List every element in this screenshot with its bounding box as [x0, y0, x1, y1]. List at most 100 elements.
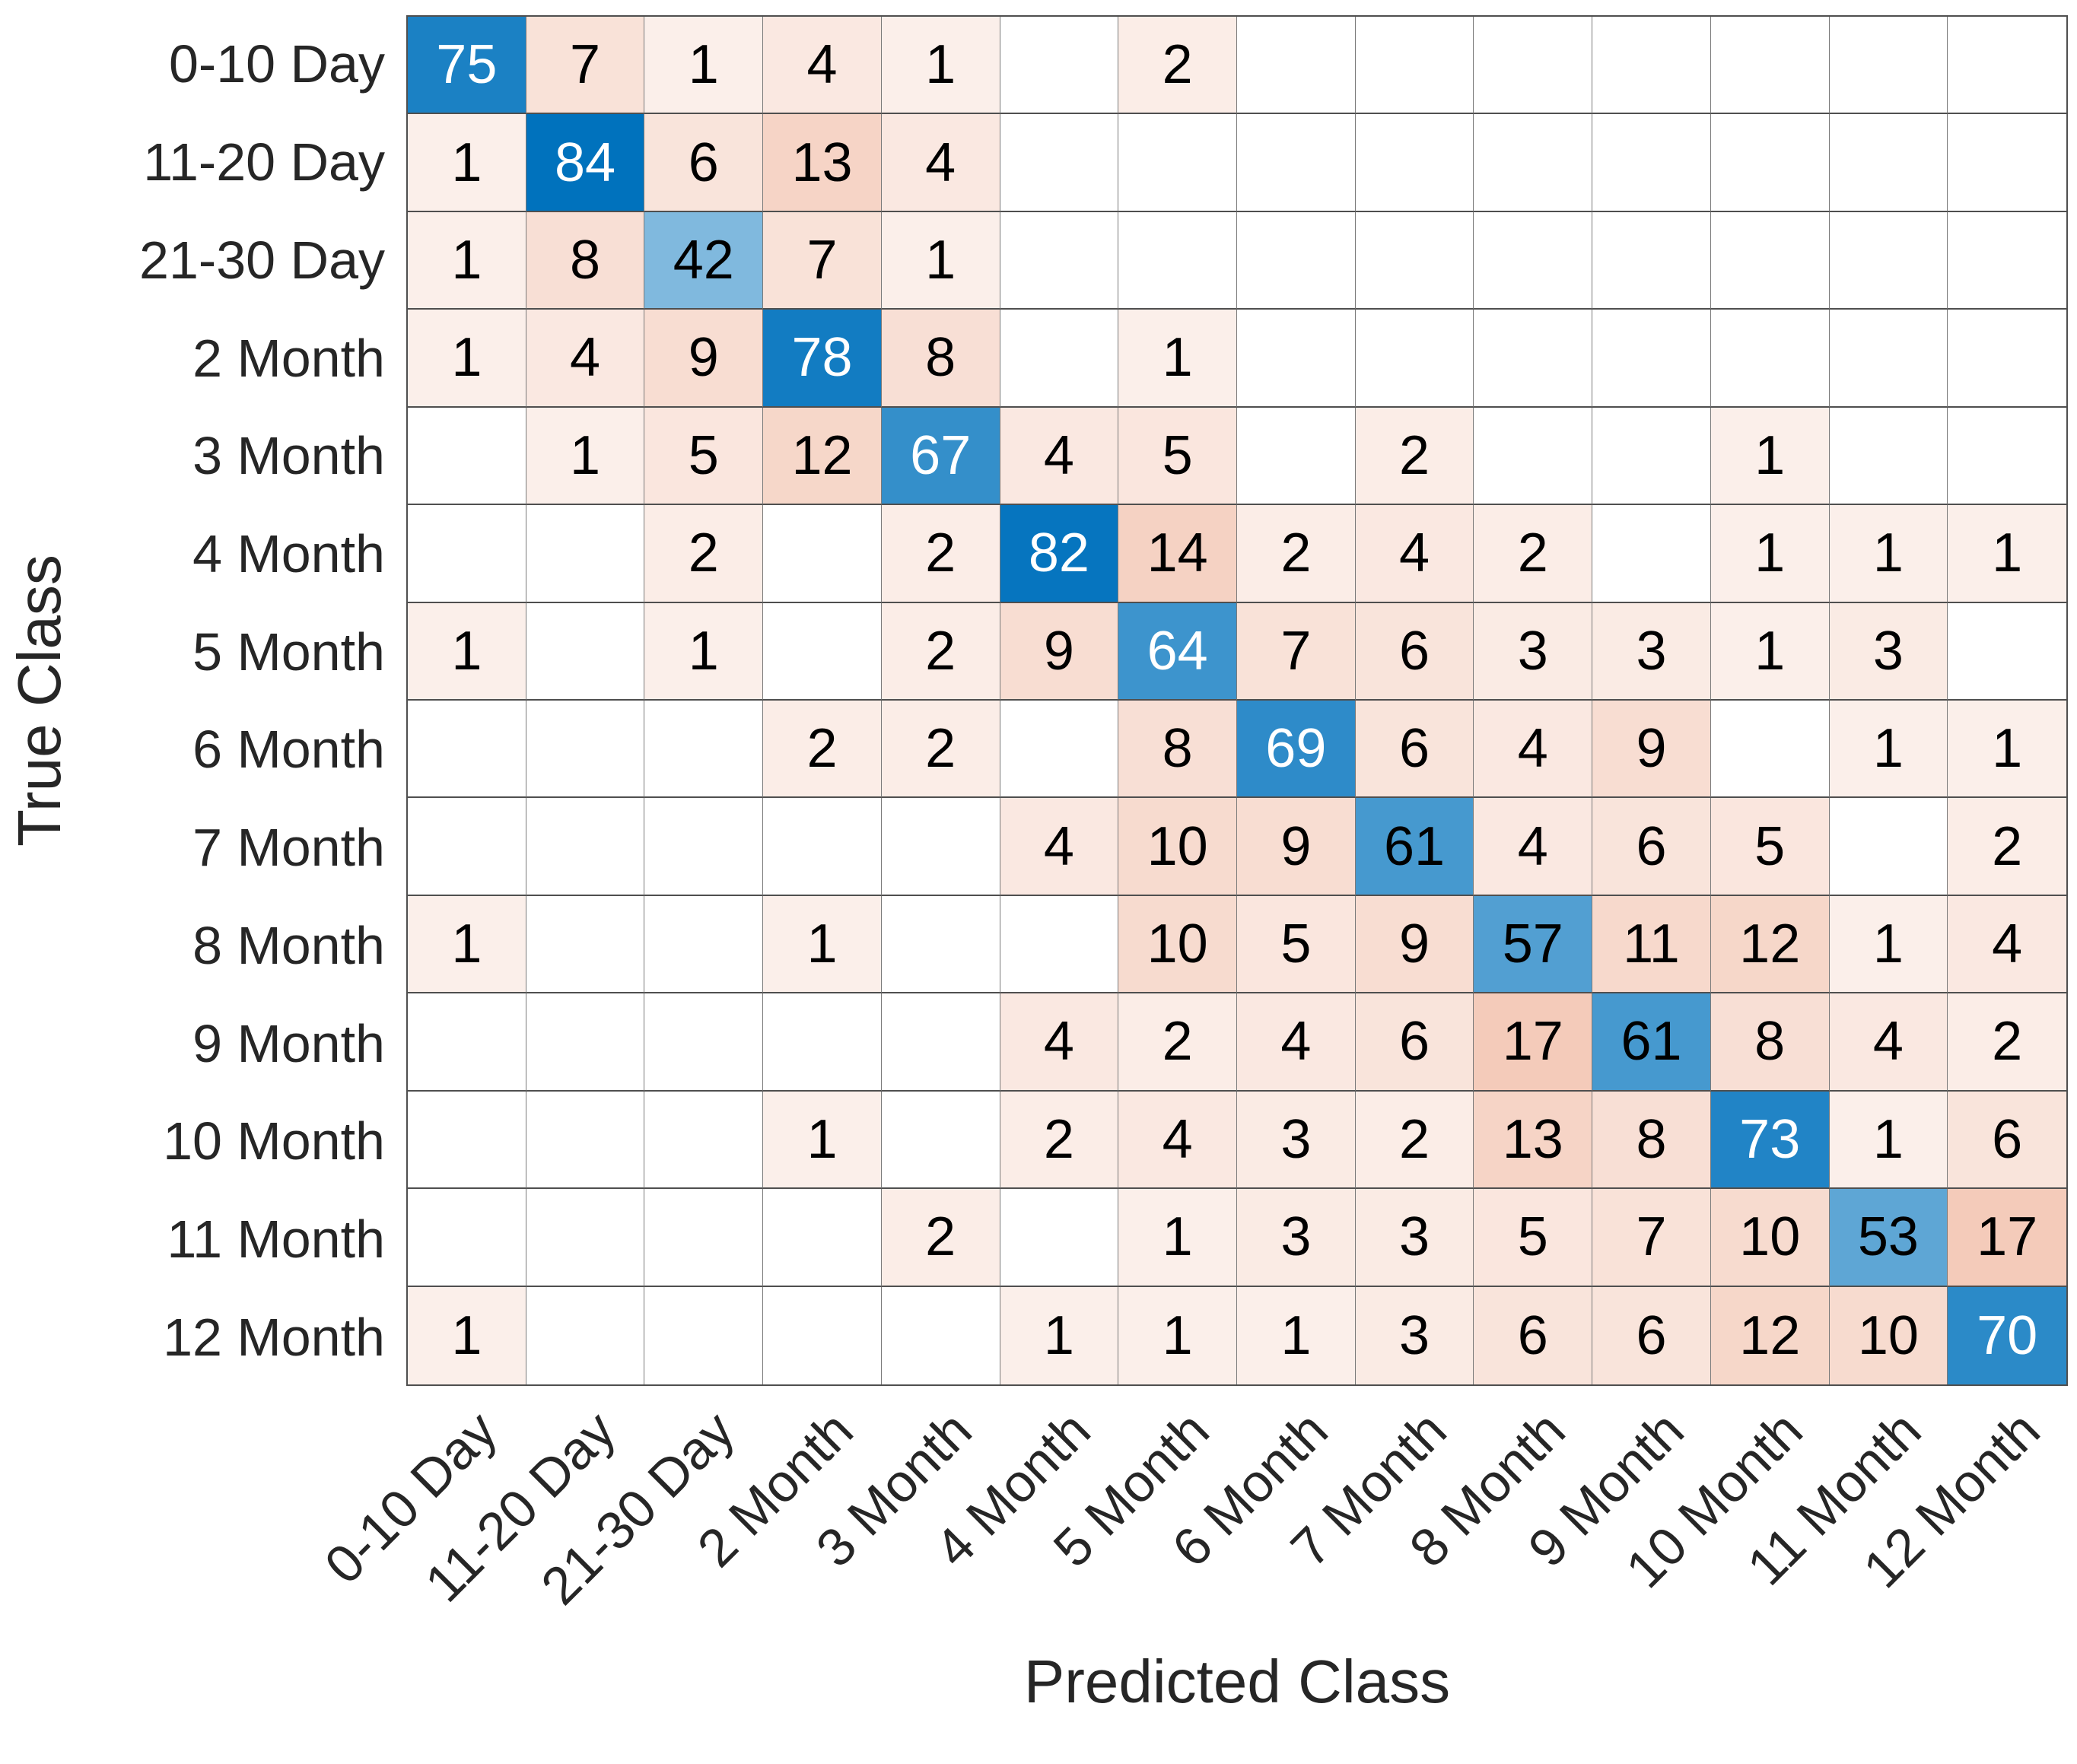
matrix-cell: 1	[644, 602, 764, 701]
y-tick-label: 7 Month	[192, 818, 385, 878]
matrix-cell: 2	[1118, 17, 1237, 115]
matrix-cell	[1000, 701, 1119, 799]
matrix-cell: 84	[526, 114, 645, 212]
matrix-cell: 1	[408, 114, 526, 212]
matrix-cell: 42	[644, 211, 764, 310]
matrix-cell: 3	[1355, 1286, 1474, 1384]
matrix-cell	[881, 895, 1000, 994]
matrix-cell	[408, 798, 526, 896]
matrix-cell: 4	[1118, 1091, 1237, 1190]
matrix-cell: 2	[881, 1189, 1000, 1287]
matrix-cell: 1	[1829, 505, 1948, 603]
matrix-cell	[408, 407, 526, 506]
matrix-cell: 8	[1118, 701, 1237, 799]
matrix-cell	[1710, 701, 1830, 799]
matrix-cell: 6	[1592, 798, 1711, 896]
matrix-cell	[644, 798, 764, 896]
matrix-cell: 10	[1118, 895, 1237, 994]
matrix-cell: 70	[1948, 1286, 2066, 1384]
matrix-cell	[526, 895, 645, 994]
y-tick-label: 6 Month	[192, 720, 385, 780]
matrix-cell	[763, 602, 882, 701]
matrix-cell: 3	[1829, 602, 1948, 701]
matrix-cell: 2	[1118, 993, 1237, 1092]
matrix-cell: 1	[1829, 701, 1948, 799]
matrix-cell: 2	[1355, 407, 1474, 506]
matrix-cell: 1	[1710, 407, 1830, 506]
matrix-cell	[1592, 114, 1711, 212]
matrix-cell: 53	[1829, 1189, 1948, 1287]
matrix-cell: 2	[1948, 798, 2066, 896]
matrix-cell: 61	[1592, 993, 1711, 1092]
matrix-cell	[1236, 310, 1356, 408]
matrix-cell	[1474, 17, 1593, 115]
matrix-cell: 3	[1236, 1091, 1356, 1190]
matrix-cell: 2	[881, 505, 1000, 603]
matrix-cell: 1	[1948, 701, 2066, 799]
matrix-cell: 2	[1474, 505, 1593, 603]
matrix-cell: 75	[408, 17, 526, 115]
matrix-cell: 10	[1829, 1286, 1948, 1384]
matrix-cell: 10	[1118, 798, 1237, 896]
matrix-cell	[1236, 211, 1356, 310]
matrix-cell: 3	[1355, 1189, 1474, 1287]
matrix-cell	[644, 895, 764, 994]
matrix-cell: 6	[1355, 602, 1474, 701]
matrix-cell	[1474, 114, 1593, 212]
matrix-cell: 1	[408, 602, 526, 701]
matrix-cell: 8	[526, 211, 645, 310]
matrix-cell	[1000, 114, 1119, 212]
matrix-cell	[1829, 114, 1948, 212]
matrix-cell	[1592, 17, 1711, 115]
matrix-cell: 6	[1592, 1286, 1711, 1384]
matrix-cell: 3	[1592, 602, 1711, 701]
matrix-cell: 4	[763, 17, 882, 115]
matrix-cell: 1	[1710, 505, 1830, 603]
matrix-cell: 1	[763, 895, 882, 994]
matrix-cell	[644, 1286, 764, 1384]
matrix-cell: 9	[1236, 798, 1356, 896]
matrix-cell: 1	[526, 407, 645, 506]
matrix-cell: 5	[1474, 1189, 1593, 1287]
matrix-cell: 2	[881, 602, 1000, 701]
matrix-cell	[408, 993, 526, 1092]
matrix-cell: 1	[881, 211, 1000, 310]
matrix-cell	[1948, 310, 2066, 408]
y-tick-label: 8 Month	[192, 915, 385, 975]
matrix-cell: 17	[1474, 993, 1593, 1092]
matrix-cell: 73	[1710, 1091, 1830, 1190]
matrix-cell	[1948, 407, 2066, 506]
matrix-cell	[1000, 310, 1119, 408]
matrix-cell	[1948, 114, 2066, 212]
matrix-cell: 12	[1710, 1286, 1830, 1384]
matrix-cell: 9	[1355, 895, 1474, 994]
matrix-cell: 7	[1592, 1189, 1711, 1287]
matrix-cell: 1	[1118, 1286, 1237, 1384]
matrix-cell	[408, 1189, 526, 1287]
matrix-cell	[1000, 1189, 1119, 1287]
matrix-cell	[1948, 17, 2066, 115]
matrix-cell: 57	[1474, 895, 1593, 994]
matrix-cell: 1	[881, 17, 1000, 115]
matrix-cell: 4	[1000, 798, 1119, 896]
matrix-cell	[1355, 17, 1474, 115]
matrix-cell: 2	[644, 505, 764, 603]
matrix-cell: 7	[763, 211, 882, 310]
matrix-cell	[1710, 17, 1830, 115]
matrix-cell: 8	[1592, 1091, 1711, 1190]
matrix-cell	[1000, 211, 1119, 310]
matrix-cell: 12	[763, 407, 882, 506]
matrix-cell	[526, 701, 645, 799]
matrix-cell: 1	[408, 211, 526, 310]
matrix-cell: 1	[1948, 505, 2066, 603]
matrix-cell	[526, 1091, 645, 1190]
y-tick-label: 3 Month	[192, 426, 385, 486]
matrix-cell: 14	[1118, 505, 1237, 603]
matrix-cell: 61	[1355, 798, 1474, 896]
matrix-cell: 13	[1474, 1091, 1593, 1190]
matrix-cell	[1000, 17, 1119, 115]
x-axis-title: Predicted Class	[1023, 1648, 1451, 1715]
matrix-cell: 2	[1236, 505, 1356, 603]
matrix-grid: 75 7 1 4 1 2 1 84 6 13 4 1 8 42 7 1 1 4 9 78 8 1 1 5 12 67 4 5 2 1 2 2 8…	[406, 15, 2068, 1386]
